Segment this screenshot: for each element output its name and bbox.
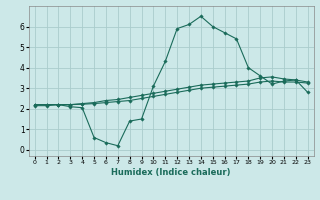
X-axis label: Humidex (Indice chaleur): Humidex (Indice chaleur) [111,168,231,177]
